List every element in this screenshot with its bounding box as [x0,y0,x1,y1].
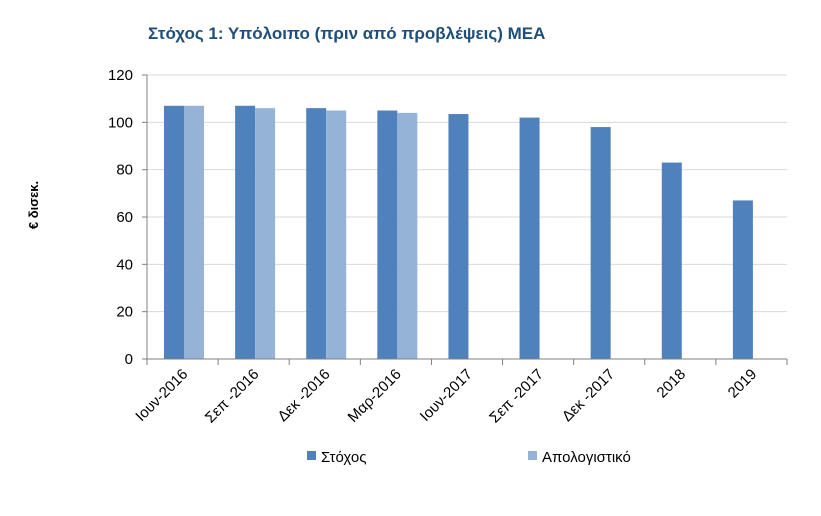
legend-swatch [307,451,316,460]
chart-title: Στόχος 1: Υπόλοιπο (πριν από προβλέψεις)… [148,24,546,43]
bar [661,162,682,359]
axes [142,74,788,365]
bar [732,200,753,359]
x-tick-label: Δεκ -2017 [559,366,618,425]
x-tick-label: Ιουν-2017 [417,366,476,425]
bar [164,105,184,360]
x-tick-label: Μαρ-2016 [345,366,405,426]
y-tick-label: 80 [116,162,133,179]
x-tick-label: Δεκ -2016 [274,366,333,425]
legend-swatch [528,451,537,460]
bar [448,114,469,359]
legend: Στόχος Απολογιστικό [307,449,631,466]
bar [184,105,204,360]
x-tick-labels: Ιουν-2016 Σεπ -2016 Δεκ -2016 Μαρ-2016 Ιουν-… [132,366,760,427]
y-tick-label: 120 [108,67,133,84]
y-tick-label: 100 [108,114,133,131]
y-tick-labels: 0 20 40 60 80 100 120 [108,67,133,368]
y-axis-label: € δισεκ. [26,181,41,229]
y-tick-label: 20 [116,304,133,321]
y-tick-label: 40 [116,256,133,273]
bar [255,108,276,359]
x-tick-label: Σεπ -2017 [486,366,547,427]
bars [164,105,753,360]
bar [590,127,611,359]
legend-label: Στόχος [321,449,366,466]
y-tick-label: 60 [116,209,133,226]
bar [235,105,256,360]
x-tick-label: 2019 [725,366,761,402]
bar [326,110,347,359]
y-tick-label: 0 [125,351,133,368]
legend-label: Απολογιστικό [542,449,631,466]
bar [397,112,418,359]
x-tick-label: 2018 [654,366,690,402]
bar [377,110,398,359]
bar [306,108,327,359]
x-tick-label: Ιουν-2016 [132,366,191,425]
x-tick-label: Σεπ -2016 [202,366,263,427]
bar [519,117,540,359]
